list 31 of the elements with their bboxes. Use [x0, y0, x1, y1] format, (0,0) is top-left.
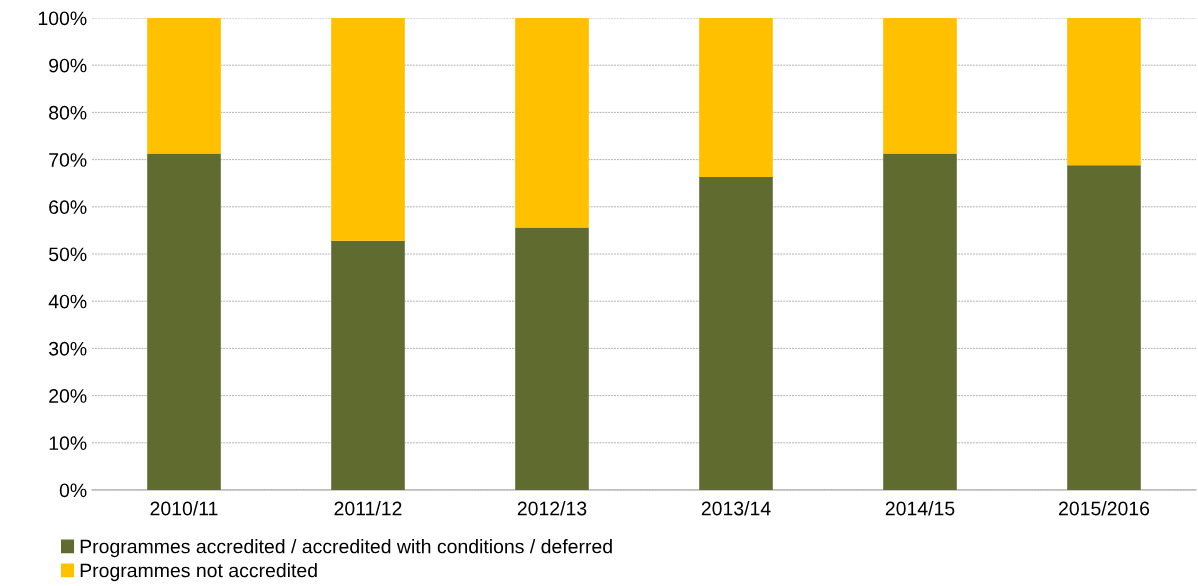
x-tick-label: 2013/14 [701, 501, 771, 516]
legend-label: Programmes not accredited [80, 563, 317, 582]
bar [331, 240, 405, 490]
bar [331, 18, 405, 241]
y-tick-label: 80% [49, 105, 87, 120]
y-tick-label: 30% [48, 341, 87, 356]
y-tick-label: 60% [49, 200, 87, 215]
bar [699, 177, 773, 490]
bar [515, 18, 589, 228]
bar [699, 18, 773, 178]
bar [147, 153, 221, 490]
y-tick-label: 40% [48, 294, 87, 309]
y-tick-label: 70% [49, 153, 87, 167]
y-tick-label: 10% [49, 436, 87, 451]
y-tick-label: 50% [49, 247, 87, 262]
bar [1067, 165, 1141, 490]
y-tick-label: 100% [38, 11, 87, 26]
y-tick-label: 20% [49, 389, 87, 403]
bar [515, 227, 589, 490]
y-tick-label: 0% [59, 483, 87, 498]
x-tick-label: 2014/15 [885, 501, 955, 516]
bar [883, 153, 957, 490]
bar [1067, 18, 1141, 166]
legend-label: Programmes accredited / accredited with conditions / deferred [80, 539, 612, 558]
bar [147, 18, 221, 154]
x-tick-label: 2011/12 [334, 501, 402, 516]
x-tick-label: 2012/13 [517, 501, 587, 516]
bar [883, 18, 957, 154]
y-tick-label: 90% [49, 58, 87, 73]
x-tick-label: 2010/11 [150, 501, 218, 516]
x-tick-label: 2015/2016 [1059, 501, 1150, 516]
